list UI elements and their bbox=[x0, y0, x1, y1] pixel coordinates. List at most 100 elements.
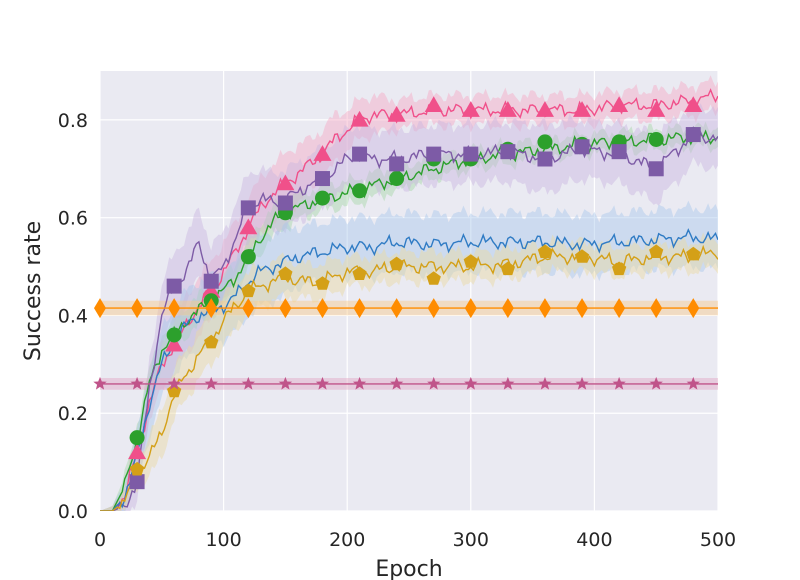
mauve-star-baseline-marker-12 bbox=[538, 376, 552, 390]
mauve-star-baseline-marker-14 bbox=[612, 376, 626, 390]
purple-square-marker-8 bbox=[426, 146, 442, 162]
gold-pentagon-marker-6 bbox=[352, 266, 367, 280]
orange-diamond-baseline-marker-1 bbox=[131, 298, 144, 319]
purple-square-marker-6 bbox=[352, 146, 368, 162]
mauve-star-baseline-marker-1 bbox=[130, 376, 144, 390]
x-tick-label-3: 300 bbox=[453, 529, 489, 551]
mauve-star-baseline-marker-8 bbox=[390, 376, 404, 390]
pink-triangle-marker-0 bbox=[128, 443, 147, 460]
x-tick-label-1: 100 bbox=[205, 529, 241, 551]
x-tick-label-5: 500 bbox=[700, 529, 736, 551]
pink-triangle-marker-12 bbox=[573, 101, 592, 117]
mauve-star-baseline-marker-2 bbox=[167, 376, 181, 390]
pink-triangle-marker-11 bbox=[535, 101, 554, 117]
y-tick-label-1: 0.2 bbox=[58, 403, 88, 425]
purple-square-marker-5 bbox=[314, 171, 330, 187]
y-tick-label-3: 0.6 bbox=[58, 208, 88, 230]
mauve-star-baseline-marker-4 bbox=[241, 376, 255, 390]
purple-square-marker-13 bbox=[611, 144, 627, 160]
mauve-star-baseline-marker-5 bbox=[278, 376, 293, 390]
green-circle-marker-5 bbox=[314, 190, 330, 206]
gold-pentagon-marker-3 bbox=[241, 283, 256, 298]
purple-square-marker-9 bbox=[463, 146, 479, 162]
pink-triangle-marker-8 bbox=[424, 96, 443, 112]
gold-pentagon-marker-8 bbox=[426, 271, 441, 285]
series-markers bbox=[93, 96, 703, 490]
purple-square-marker-1 bbox=[166, 278, 182, 294]
pink-triangle-marker-4 bbox=[276, 174, 295, 191]
orange-diamond-baseline-marker-5 bbox=[279, 298, 292, 319]
y-tick-label-0: 0.0 bbox=[58, 501, 88, 523]
pink-triangle-band bbox=[100, 75, 718, 511]
purple-square-marker-0 bbox=[129, 474, 145, 490]
orange-diamond-baseline-marker-7 bbox=[353, 298, 366, 319]
purple-square-marker-2 bbox=[203, 273, 219, 289]
y-axis-label: Success rate bbox=[21, 221, 46, 361]
orange-diamond-baseline-marker-4 bbox=[242, 298, 255, 319]
mauve-star-baseline-marker-13 bbox=[575, 376, 589, 390]
x-tick-labels: 0 100 200 300 400 500 bbox=[94, 529, 736, 551]
pink-triangle-marker-3 bbox=[239, 218, 258, 235]
mauve-star-baseline-marker-6 bbox=[315, 376, 330, 390]
gold-pentagon-marker-12 bbox=[574, 249, 590, 263]
purple-square-marker-12 bbox=[574, 139, 590, 155]
pink-triangle-marker-6 bbox=[350, 110, 369, 127]
x-axis-label: Epoch bbox=[375, 557, 442, 580]
purple-square-marker-14 bbox=[648, 161, 664, 177]
mauve-star-baseline-marker-10 bbox=[464, 376, 478, 390]
pink-triangle-marker-15 bbox=[684, 96, 703, 112]
green-circle-marker-11 bbox=[537, 134, 553, 150]
orange-diamond-baseline-marker-14 bbox=[613, 298, 626, 319]
gold-pentagon-band bbox=[100, 232, 718, 511]
x-tick-label-4: 400 bbox=[576, 529, 612, 551]
gold-pentagon-marker-5 bbox=[315, 276, 330, 290]
mauve-star-baseline-marker-9 bbox=[427, 376, 441, 390]
pink-triangle-marker-5 bbox=[313, 145, 332, 161]
pink-triangle-marker-7 bbox=[387, 106, 406, 122]
pink-triangle-marker-14 bbox=[647, 101, 666, 117]
orange-diamond-baseline-marker-3 bbox=[205, 298, 218, 319]
purple-square-marker-7 bbox=[389, 156, 405, 172]
y-tick-label-2: 0.4 bbox=[58, 305, 88, 327]
orange-diamond-baseline-marker-0 bbox=[94, 298, 106, 319]
purple-square-marker-11 bbox=[537, 151, 553, 167]
purple-square-marker-4 bbox=[277, 195, 293, 211]
mauve-star-baseline-marker-0 bbox=[93, 376, 107, 390]
green-circle-marker-0 bbox=[129, 430, 145, 446]
green-circle-marker-6 bbox=[352, 183, 368, 199]
x-tick-label-0: 0 bbox=[94, 529, 106, 551]
gold-pentagon-marker-13 bbox=[612, 261, 627, 276]
green-circle-marker-7 bbox=[389, 171, 405, 187]
mauve-star-baseline-marker-11 bbox=[501, 376, 515, 390]
gold-pentagon-marker-10 bbox=[500, 261, 515, 276]
mauve-star-baseline-marker-16 bbox=[686, 376, 700, 390]
gold-pentagon-marker-2 bbox=[204, 334, 219, 349]
x-tick-label-2: 200 bbox=[329, 529, 365, 551]
y-tick-label-4: 0.8 bbox=[58, 110, 88, 132]
pink-triangle-marker-2 bbox=[202, 282, 221, 298]
gold-pentagon-marker-0 bbox=[129, 461, 145, 476]
pink-triangle-marker-13 bbox=[610, 96, 629, 112]
gold-pentagon-marker-4 bbox=[278, 266, 293, 280]
orange-diamond-baseline-marker-8 bbox=[390, 298, 403, 319]
mauve-star-baseline-marker-3 bbox=[204, 376, 218, 390]
orange-diamond-baseline-marker-11 bbox=[501, 298, 514, 319]
mauve-star-baseline-marker-7 bbox=[352, 376, 367, 390]
orange-diamond-baseline-marker-16 bbox=[687, 298, 700, 319]
purple-square-marker-15 bbox=[685, 127, 701, 143]
mauve-star-baseline-marker-15 bbox=[649, 376, 663, 390]
orange-diamond-baseline-marker-15 bbox=[650, 298, 663, 319]
green-circle-marker-1 bbox=[166, 327, 182, 343]
green-circle-marker-14 bbox=[648, 131, 664, 147]
orange-diamond-baseline-marker-2 bbox=[168, 298, 181, 319]
gold-pentagon-marker-11 bbox=[537, 244, 553, 258]
purple-square-marker-3 bbox=[240, 200, 256, 216]
gold-pentagon-marker-1 bbox=[167, 383, 182, 398]
gold-pentagon-marker-14 bbox=[649, 244, 664, 258]
orange-diamond-baseline-marker-12 bbox=[538, 298, 551, 319]
gold-pentagon-marker-7 bbox=[389, 256, 404, 271]
gold-pentagon-marker-9 bbox=[463, 254, 478, 268]
orange-diamond-baseline-marker-9 bbox=[427, 298, 440, 319]
pink-triangle-marker-1 bbox=[165, 335, 184, 352]
